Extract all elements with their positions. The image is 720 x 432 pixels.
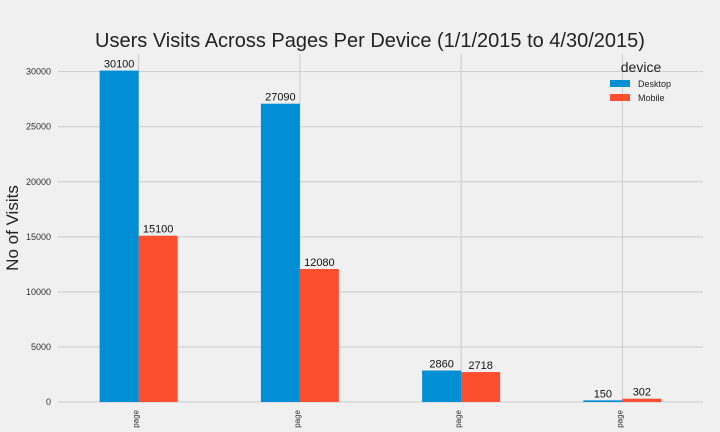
legend-label-mobile: Mobile [638,93,665,103]
bar-desktop [260,103,300,402]
y-tick-labels: 0 5000 10000 15000 20000 25000 30000 [26,67,51,407]
bar-value-label: 27090 [265,92,296,104]
bar-mobile [461,372,501,402]
y-tick-label: 25000 [26,122,51,132]
bar-mobile [299,268,339,402]
bar-value-label: 30100 [104,59,135,71]
y-tick-label: 5000 [31,342,51,352]
y-tick-label: 30000 [26,67,51,77]
bar-desktop [422,370,462,402]
x-tick-labels: page page page page [132,409,625,427]
bar-value-label: 302 [633,387,651,399]
bar-value-label: 15100 [143,224,174,236]
bar-desktop [583,400,623,402]
legend-swatch-mobile [610,94,630,101]
y-tick-label: 10000 [26,287,51,297]
chart-title: Users Visits Across Pages Per Device (1/… [95,30,645,52]
legend-title: device [621,59,662,75]
bar-value-label: 2860 [429,359,453,371]
y-tick-label: 15000 [26,232,51,242]
x-tick-label: page [454,409,463,427]
bar-value-label: 2718 [468,360,492,372]
y-tick-label: 20000 [26,177,51,187]
bar-value-label: 12080 [304,257,335,269]
y-axis-label: No of Visits [3,185,22,271]
bar-desktop [99,70,139,403]
bar-value-label: 150 [594,388,612,400]
bar-mobile [138,235,178,402]
legend-swatch-desktop [610,80,630,87]
bar-labels: 30100 15100 27090 12080 2860 2718 150 302 [104,59,651,401]
x-tick-label: page [615,409,624,427]
x-tick-label: page [293,409,302,427]
legend: device Desktop Mobile [610,59,671,103]
bars [99,70,662,403]
legend-label-desktop: Desktop [638,79,671,89]
x-tick-label: page [132,409,141,427]
bar-mobile [622,398,662,402]
y-tick-label: 0 [46,397,51,407]
